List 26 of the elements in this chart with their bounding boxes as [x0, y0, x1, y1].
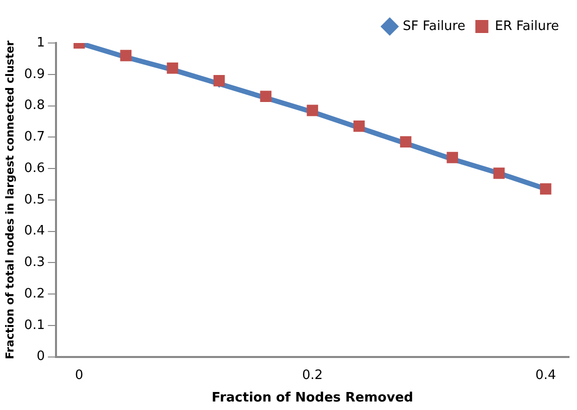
point	[353, 120, 365, 132]
y-tick-label: 0.9	[24, 66, 45, 82]
x-tick-label: 0.4	[535, 368, 556, 383]
point	[120, 50, 132, 62]
point	[306, 104, 318, 116]
y-tick-label: 0.4	[24, 224, 45, 239]
y-tick-label: 0.5	[24, 192, 45, 208]
y-tick-label: 0.6	[24, 160, 45, 176]
y-axis-title: Fraction of total nodes in largest connected cluster	[3, 40, 16, 360]
y-tick-label: 0.7	[24, 130, 45, 145]
point	[400, 136, 412, 148]
point	[260, 90, 272, 102]
y-tick-label: 0.8	[24, 98, 45, 114]
x-tick-label: 0	[75, 368, 84, 383]
x-tick-label: 0.2	[302, 368, 323, 383]
y-tick-label: 0.1	[24, 318, 45, 333]
legend-label: ER Failure	[494, 18, 560, 34]
point	[166, 62, 178, 74]
y-tick-label: 0.3	[24, 255, 45, 270]
y-tick-label: 1	[36, 35, 45, 50]
point	[446, 152, 458, 164]
legend-label: SF Failure	[402, 18, 466, 34]
point	[213, 75, 225, 86]
x-axis-title: Fraction of Nodes Removed	[212, 390, 414, 406]
y-tick-label: 0	[36, 349, 45, 364]
y-tick-label: 0.2	[24, 286, 45, 302]
